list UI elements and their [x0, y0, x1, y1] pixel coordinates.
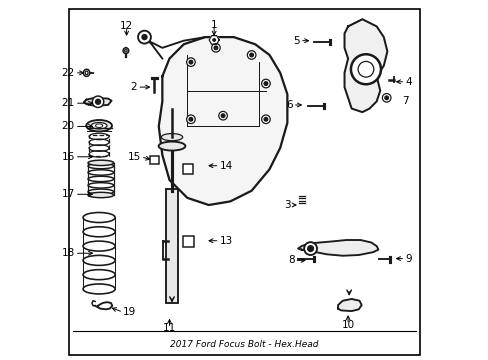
Polygon shape	[209, 36, 219, 44]
Circle shape	[264, 82, 267, 85]
Text: 12: 12	[120, 21, 133, 31]
Ellipse shape	[158, 141, 185, 150]
Polygon shape	[159, 37, 287, 205]
Text: 15: 15	[127, 152, 141, 162]
Ellipse shape	[85, 71, 88, 75]
Circle shape	[138, 31, 151, 44]
Circle shape	[189, 117, 192, 121]
Circle shape	[264, 117, 267, 121]
Text: 11: 11	[163, 323, 176, 333]
Circle shape	[357, 62, 373, 77]
Circle shape	[247, 51, 255, 59]
Text: 20: 20	[61, 121, 75, 131]
Text: 9: 9	[405, 253, 411, 264]
Ellipse shape	[123, 48, 128, 54]
Circle shape	[92, 96, 103, 108]
FancyBboxPatch shape	[183, 164, 193, 174]
Text: 21: 21	[61, 98, 75, 108]
Circle shape	[218, 111, 227, 120]
Circle shape	[186, 58, 195, 66]
Polygon shape	[83, 98, 111, 106]
Ellipse shape	[86, 120, 112, 131]
Text: 6: 6	[285, 100, 292, 110]
Circle shape	[214, 46, 217, 50]
Circle shape	[249, 53, 253, 57]
Ellipse shape	[124, 49, 127, 52]
Circle shape	[261, 79, 270, 88]
Circle shape	[189, 60, 192, 64]
Ellipse shape	[83, 69, 90, 76]
Circle shape	[350, 54, 380, 84]
Circle shape	[307, 246, 313, 251]
Circle shape	[304, 242, 316, 255]
Circle shape	[261, 115, 270, 123]
Ellipse shape	[88, 160, 114, 166]
Polygon shape	[298, 240, 378, 256]
Ellipse shape	[95, 124, 102, 127]
Circle shape	[221, 114, 224, 117]
Text: 10: 10	[341, 320, 354, 330]
Circle shape	[95, 99, 101, 104]
Text: 17: 17	[61, 189, 75, 199]
Circle shape	[142, 35, 147, 40]
Text: 1: 1	[210, 19, 217, 30]
Ellipse shape	[88, 192, 114, 198]
Polygon shape	[344, 19, 386, 112]
Text: 4: 4	[405, 77, 411, 87]
Text: 2017 Ford Focus Bolt - Hex.Head: 2017 Ford Focus Bolt - Hex.Head	[170, 340, 318, 349]
FancyBboxPatch shape	[165, 189, 178, 303]
Circle shape	[212, 39, 215, 41]
Circle shape	[211, 44, 220, 52]
Circle shape	[382, 94, 390, 102]
Ellipse shape	[161, 134, 183, 141]
FancyBboxPatch shape	[183, 237, 194, 247]
Circle shape	[384, 96, 387, 100]
Circle shape	[186, 115, 195, 123]
Text: 18: 18	[61, 248, 75, 258]
Text: 2: 2	[130, 82, 137, 92]
Text: 8: 8	[287, 255, 294, 265]
Text: 16: 16	[61, 152, 75, 162]
Text: 5: 5	[293, 36, 299, 46]
Text: 3: 3	[284, 200, 290, 210]
Ellipse shape	[91, 122, 107, 129]
Text: 19: 19	[123, 307, 136, 317]
Text: 7: 7	[401, 96, 408, 107]
FancyBboxPatch shape	[150, 157, 159, 164]
Text: 22: 22	[61, 68, 75, 78]
Text: 14: 14	[219, 161, 232, 171]
Text: 13: 13	[219, 236, 232, 246]
Polygon shape	[337, 299, 361, 311]
